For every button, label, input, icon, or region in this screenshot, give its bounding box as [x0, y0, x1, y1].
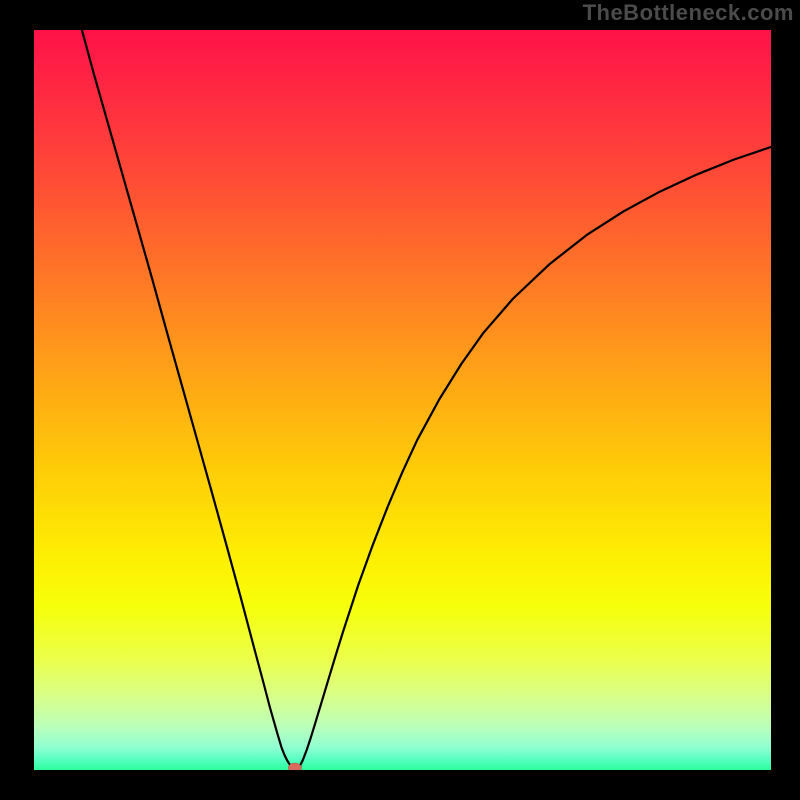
chart-frame: TheBottleneck.com	[0, 0, 800, 800]
bottleneck-curve-chart	[34, 30, 771, 770]
gradient-background	[34, 30, 771, 770]
watermark-text: TheBottleneck.com	[583, 0, 794, 26]
plot-area	[34, 30, 771, 770]
